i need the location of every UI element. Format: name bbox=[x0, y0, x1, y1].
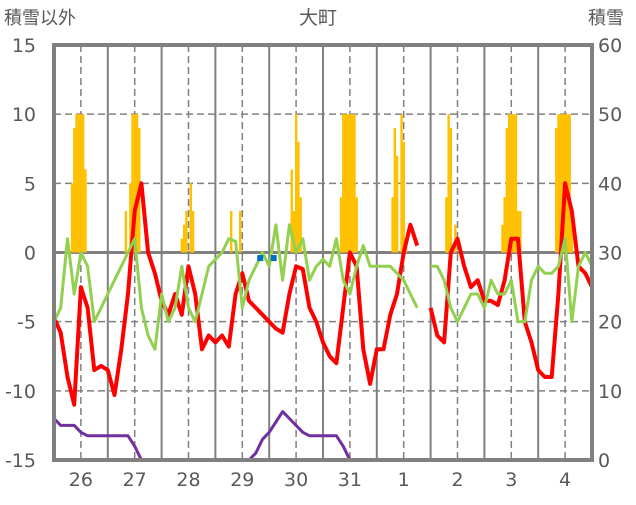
precip-bar bbox=[339, 197, 343, 253]
precip-bar bbox=[124, 211, 128, 253]
left-tick-label: 5 bbox=[24, 173, 36, 195]
precip-bar bbox=[561, 114, 565, 253]
precip-bar bbox=[568, 114, 571, 253]
precip-bar bbox=[129, 183, 132, 253]
precip-bar bbox=[182, 224, 186, 253]
precip-bar bbox=[505, 128, 509, 253]
left-tick-label: -10 bbox=[5, 381, 36, 403]
precip-bar bbox=[400, 114, 403, 253]
precip-bar bbox=[395, 155, 399, 253]
precip-bar bbox=[391, 197, 394, 253]
precip-bar bbox=[290, 169, 293, 253]
precip-bar bbox=[229, 211, 233, 253]
precip-bar bbox=[75, 114, 78, 253]
right-axis-label: 積雪 bbox=[588, 8, 624, 29]
precip-bar bbox=[557, 114, 560, 253]
precip-bar bbox=[70, 183, 74, 253]
precip-bar bbox=[566, 114, 569, 253]
precip-bar bbox=[295, 114, 298, 253]
right-tick-label: 60 bbox=[598, 35, 622, 57]
precip-bar bbox=[503, 197, 506, 253]
x-tick-label: 29 bbox=[230, 469, 254, 491]
precip-bar bbox=[402, 141, 405, 253]
precip-bar bbox=[393, 128, 397, 253]
precip-bar bbox=[516, 211, 520, 253]
precip-bar bbox=[180, 238, 184, 253]
precip-bar bbox=[507, 114, 511, 253]
x-tick-label: 27 bbox=[123, 469, 147, 491]
left-tick-label: -5 bbox=[17, 312, 36, 334]
plot-border bbox=[52, 43, 594, 462]
precip-bar bbox=[353, 114, 356, 253]
x-tick-label: 4 bbox=[559, 469, 571, 491]
precip-bar bbox=[189, 183, 193, 253]
left-axis-label: 積雪以外 bbox=[4, 8, 76, 29]
x-tick-label: 1 bbox=[398, 469, 410, 491]
right-tick-label: 50 bbox=[598, 104, 622, 126]
left-tick-label: -15 bbox=[5, 450, 36, 472]
right-tick-label: 0 bbox=[598, 450, 610, 472]
green-series-line bbox=[52, 223, 594, 351]
precip-bar bbox=[238, 211, 242, 253]
precip-bar bbox=[510, 114, 513, 253]
precip-bar bbox=[512, 114, 515, 253]
x-tick-label: 31 bbox=[338, 469, 362, 491]
precip-bar bbox=[351, 114, 354, 253]
precip-bar bbox=[519, 211, 522, 253]
precip-bar bbox=[297, 141, 300, 253]
x-tick-label: 26 bbox=[69, 469, 93, 491]
precip-bar bbox=[135, 114, 139, 253]
precip-bar bbox=[570, 224, 574, 253]
precip-bar bbox=[346, 114, 349, 253]
precip-bar bbox=[292, 211, 296, 253]
left-tick-label: 0 bbox=[24, 243, 36, 265]
x-tick-label: 2 bbox=[451, 469, 463, 491]
precip-bar bbox=[185, 211, 188, 253]
right-tick-label: 10 bbox=[598, 381, 622, 403]
precip-bar bbox=[447, 114, 450, 253]
left-tick-label: 10 bbox=[12, 104, 36, 126]
precip-bar bbox=[555, 128, 558, 253]
precip-bar bbox=[84, 169, 87, 253]
right-tick-label: 20 bbox=[598, 312, 622, 334]
precip-bar bbox=[514, 114, 518, 253]
x-tick-label: 28 bbox=[176, 469, 200, 491]
precip-bar bbox=[131, 114, 134, 253]
precip-bar bbox=[82, 114, 85, 253]
precip-bar bbox=[445, 197, 448, 253]
precip-bar bbox=[79, 114, 83, 253]
precip-bar bbox=[342, 114, 345, 253]
right-tick-label: 30 bbox=[598, 243, 622, 265]
right-tick-label: 40 bbox=[598, 173, 622, 195]
precip-bar bbox=[344, 114, 347, 253]
blue-marker bbox=[270, 255, 277, 262]
precip-bar bbox=[191, 211, 195, 253]
precip-bar bbox=[559, 114, 562, 253]
precip-bar bbox=[355, 197, 358, 253]
chart-title: 大町 bbox=[299, 7, 337, 29]
precip-bar bbox=[299, 197, 302, 253]
precip-bar bbox=[348, 114, 352, 253]
left-tick-label: 15 bbox=[12, 35, 36, 57]
precip-bar bbox=[73, 128, 76, 253]
precip-bar bbox=[501, 224, 504, 253]
precip-bar bbox=[77, 114, 80, 253]
precip-bar bbox=[449, 128, 453, 253]
precip-bar bbox=[133, 114, 136, 253]
x-tick-label: 30 bbox=[284, 469, 308, 491]
blue-marker bbox=[257, 255, 264, 262]
x-tick-label: 3 bbox=[505, 469, 517, 491]
